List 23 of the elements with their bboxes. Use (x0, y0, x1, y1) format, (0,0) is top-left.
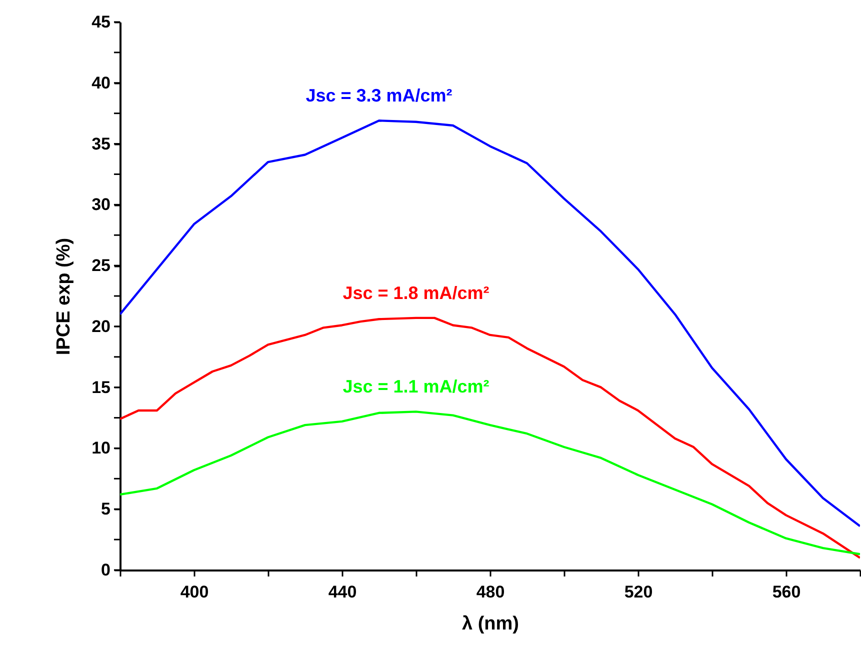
x-tick-label: 480 (476, 582, 505, 602)
series-label: Jsc = 1.8 mA/cm² (342, 282, 490, 303)
line-series (120, 410, 860, 556)
y-tick-label: 0 (101, 560, 110, 580)
y-tick-label: 30 (92, 195, 110, 214)
series-label: Jsc = 3.3 mA/cm² (306, 86, 452, 106)
x-tick-label: 400 (180, 582, 209, 602)
y-tick-label: 10 (92, 438, 110, 458)
y-tick-label: 40 (92, 73, 110, 92)
x-axis-title: λ (nm) (462, 614, 519, 634)
x-tick-label: 560 (772, 582, 801, 602)
y-tick-label: 5 (101, 500, 110, 519)
y-tick-label: 45 (92, 12, 110, 32)
y-tick-label: 25 (92, 256, 110, 276)
y-axis-title: IPCE exp (%) (54, 238, 75, 356)
line-series (120, 120, 860, 528)
y-tick-label: 15 (92, 378, 110, 397)
x-tick-label: 440 (328, 582, 357, 602)
line-series (120, 316, 860, 559)
x-tick-label: 520 (624, 582, 653, 602)
y-tick-label: 20 (92, 316, 110, 336)
y-tick-label: 35 (92, 134, 110, 154)
series-label: Jsc = 1.1 mA/cm² (342, 376, 490, 397)
